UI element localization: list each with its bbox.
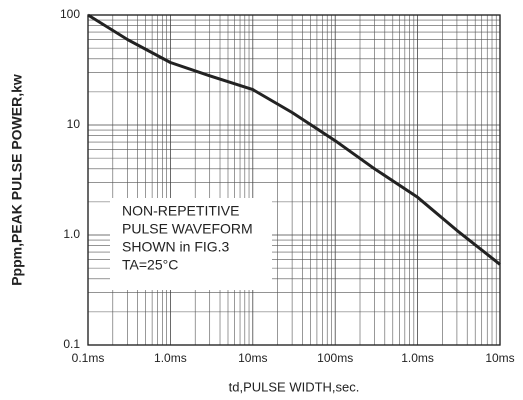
x-tick-label: 10ms [485, 351, 514, 365]
plot-area [87, 14, 501, 346]
annotation-text: SHOWN in FIG.3 [122, 239, 230, 255]
annotation-box [110, 198, 272, 290]
x-tick-label: 10ms [238, 351, 267, 365]
y-axis-label: Pppm,PEAK PULSE POWER,kw [9, 74, 25, 286]
x-tick-label: 1.0ms [154, 351, 187, 365]
annotation-text: NON-REPETITIVE [122, 203, 239, 219]
x-axis-label: td,PULSE WIDTH,sec. [229, 379, 360, 394]
frame [87, 14, 501, 346]
y-tick-label: 100 [60, 7, 80, 21]
annotation-text: PULSE WAVEFORM [122, 221, 253, 237]
y-tick-label: 10 [67, 117, 81, 131]
curve [87, 13, 501, 266]
x-tick-label: 100ms [317, 351, 353, 365]
y-tick-label: 0.1 [63, 337, 80, 351]
annotation-text: TA=25°C [122, 257, 178, 273]
x-tick-label: 1.0ms [401, 351, 434, 365]
y-tick-label: 1.0 [63, 227, 80, 241]
x-tick-label: 0.1ms [72, 351, 105, 365]
